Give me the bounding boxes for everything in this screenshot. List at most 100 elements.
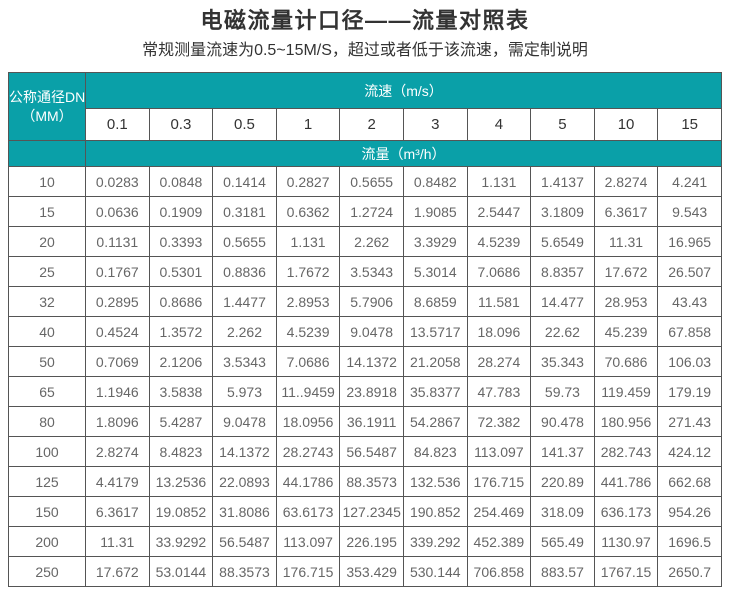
flow-value-cell: 47.783 [466, 376, 532, 407]
flow-value-cell: 2650.7 [657, 556, 722, 587]
table-row: 15 0.0636 0.1909 0.3181 0.6362 1.2724 1.9085 2.… [8, 196, 722, 227]
flow-value-cell: 11..9459 [275, 376, 341, 407]
flow-value-cell: 190.852 [402, 496, 468, 527]
flow-value-cell: 0.1414 [212, 166, 277, 197]
flow-value-cell: 565.49 [530, 526, 595, 557]
flow-value-cell: 452.389 [466, 526, 532, 557]
flow-value-cell: 22.62 [530, 316, 595, 347]
dn-cell: 150 [8, 496, 86, 527]
flow-value-cell: 18.096 [466, 316, 532, 347]
dn-cell: 15 [8, 196, 86, 227]
flow-value-cell: 26.507 [657, 256, 722, 287]
dn-cell: 100 [8, 436, 86, 467]
flow-value-cell: 4.5239 [466, 226, 532, 257]
flow-value-cell: 5.6549 [530, 226, 595, 257]
flow-value-cell: 1.4137 [530, 166, 595, 197]
flow-value-cell: 31.8086 [212, 496, 277, 527]
dn-cell: 65 [8, 376, 86, 407]
flow-value-cell: 36.1911 [339, 406, 404, 437]
flow-value-cell: 13.2536 [148, 466, 214, 497]
flow-table: 公称通径DN （MM） 流速（m/s） 0.1 0.3 0.5 1 2 3 4 5 10 15 流… [8, 72, 722, 587]
flow-value-cell: 2.262 [212, 316, 277, 347]
dn-cell: 32 [8, 286, 86, 317]
flow-value-cell: 35.8377 [402, 376, 468, 407]
flow-value-cell: 59.73 [530, 376, 595, 407]
flow-value-cell: 0.2827 [275, 166, 341, 197]
flow-value-cell: 5.7906 [339, 286, 404, 317]
flow-value-cell: 17.672 [593, 256, 659, 287]
flow-value-cell: 3.5343 [339, 256, 404, 287]
flow-value-cell: 441.786 [593, 466, 659, 497]
flow-value-cell: 72.382 [466, 406, 532, 437]
flow-value-cell: 0.7069 [85, 346, 150, 377]
flow-value-cell: 220.89 [530, 466, 595, 497]
flow-value-cell: 43.43 [657, 286, 722, 317]
flow-value-cell: 0.1767 [85, 256, 150, 287]
table-body: 10 0.0283 0.0848 0.1414 0.2827 0.5655 0.8482 1.… [8, 166, 722, 587]
flow-value-cell: 176.715 [466, 466, 532, 497]
table-row: 25 0.1767 0.5301 0.8836 1.7672 3.5343 5.3014 7.… [8, 256, 722, 287]
flow-value-cell: 282.743 [593, 436, 659, 467]
flow-value-cell: 1767.15 [593, 556, 659, 587]
flow-value-cell: 19.0852 [148, 496, 214, 527]
flow-value-cell: 44.1786 [275, 466, 341, 497]
flow-value-cell: 56.5487 [339, 436, 404, 467]
flow-value-cell: 8.8357 [530, 256, 595, 287]
dn-cell: 200 [8, 526, 86, 557]
flow-value-cell: 1130.97 [593, 526, 659, 557]
flow-value-cell: 1.3572 [148, 316, 214, 347]
table-row: 32 0.2895 0.8686 1.4477 2.8953 5.7906 8.6859 11… [8, 286, 722, 317]
flow-value-cell: 1.7672 [275, 256, 341, 287]
flow-value-cell: 1.131 [275, 226, 341, 257]
velocity-value-cell: 3 [402, 108, 468, 141]
velocity-value-cell: 0.3 [148, 108, 214, 141]
flow-value-cell: 127.2345 [339, 496, 404, 527]
corner-header-cell: 公称通径DN （MM） [8, 72, 86, 141]
flow-value-cell: 271.43 [657, 406, 722, 437]
flow-value-cell: 0.5301 [148, 256, 214, 287]
flow-value-cell: 1.1946 [85, 376, 150, 407]
flow-value-cell: 88.3573 [339, 466, 404, 497]
flow-value-cell: 18.0956 [275, 406, 341, 437]
flow-value-cell: 88.3573 [212, 556, 277, 587]
page-subtitle: 常规测量流速为0.5~15M/S，超过或者低于该流速，需定制说明 [142, 42, 588, 59]
flow-value-cell: 13.5717 [402, 316, 468, 347]
flow-value-cell: 54.2867 [402, 406, 468, 437]
velocity-header-cell: 流速（m/s） [85, 72, 722, 109]
flow-header-cell: 流量（m³/h） [85, 140, 722, 167]
flow-value-cell: 9.543 [657, 196, 722, 227]
flow-value-cell: 176.715 [275, 556, 341, 587]
table-row: 100 2.8274 8.4823 14.1372 28.2743 56.5487 84.8… [8, 436, 722, 467]
flow-value-cell: 2.8274 [593, 166, 659, 197]
header-row-velocity: 公称通径DN （MM） 流速（m/s） [8, 72, 722, 141]
header-row-flow: 流量（m³/h） [8, 140, 722, 167]
velocity-value-cell: 5 [530, 108, 595, 141]
table-row: 250 17.672 53.0144 88.3573 176.715 353.429 530… [8, 556, 722, 587]
flow-value-cell: 1.2724 [339, 196, 404, 227]
flow-value-cell: 28.274 [466, 346, 532, 377]
flow-value-cell: 3.5343 [212, 346, 277, 377]
flow-value-cell: 17.672 [85, 556, 150, 587]
flow-value-cell: 11.581 [466, 286, 532, 317]
flow-value-cell: 6.3617 [593, 196, 659, 227]
flow-value-cell: 4.241 [657, 166, 722, 197]
flow-value-cell: 113.097 [275, 526, 341, 557]
velocity-value-cell: 0.1 [85, 108, 150, 141]
dn-cell: 80 [8, 406, 86, 437]
flow-header-spacer-cell [8, 140, 86, 167]
flow-value-cell: 67.858 [657, 316, 722, 347]
flow-value-cell: 2.8274 [85, 436, 150, 467]
flow-value-cell: 14.1372 [339, 346, 404, 377]
flow-value-cell: 35.343 [530, 346, 595, 377]
table-row: 150 6.3617 19.0852 31.8086 63.6173 127.2345 19… [8, 496, 722, 527]
flow-value-cell: 5.3014 [402, 256, 468, 287]
flow-value-cell: 106.03 [657, 346, 722, 377]
dn-cell: 40 [8, 316, 86, 347]
velocity-values-row: 0.1 0.3 0.5 1 2 3 4 5 10 15 [9, 108, 722, 141]
flow-value-cell: 70.686 [593, 346, 659, 377]
velocity-value-cell: 2 [339, 108, 404, 141]
flow-value-cell: 0.3181 [212, 196, 277, 227]
flow-value-cell: 23.8918 [339, 376, 404, 407]
table-row: 125 4.4179 13.2536 22.0893 44.1786 88.3573 132… [8, 466, 722, 497]
flow-value-cell: 0.3393 [148, 226, 214, 257]
